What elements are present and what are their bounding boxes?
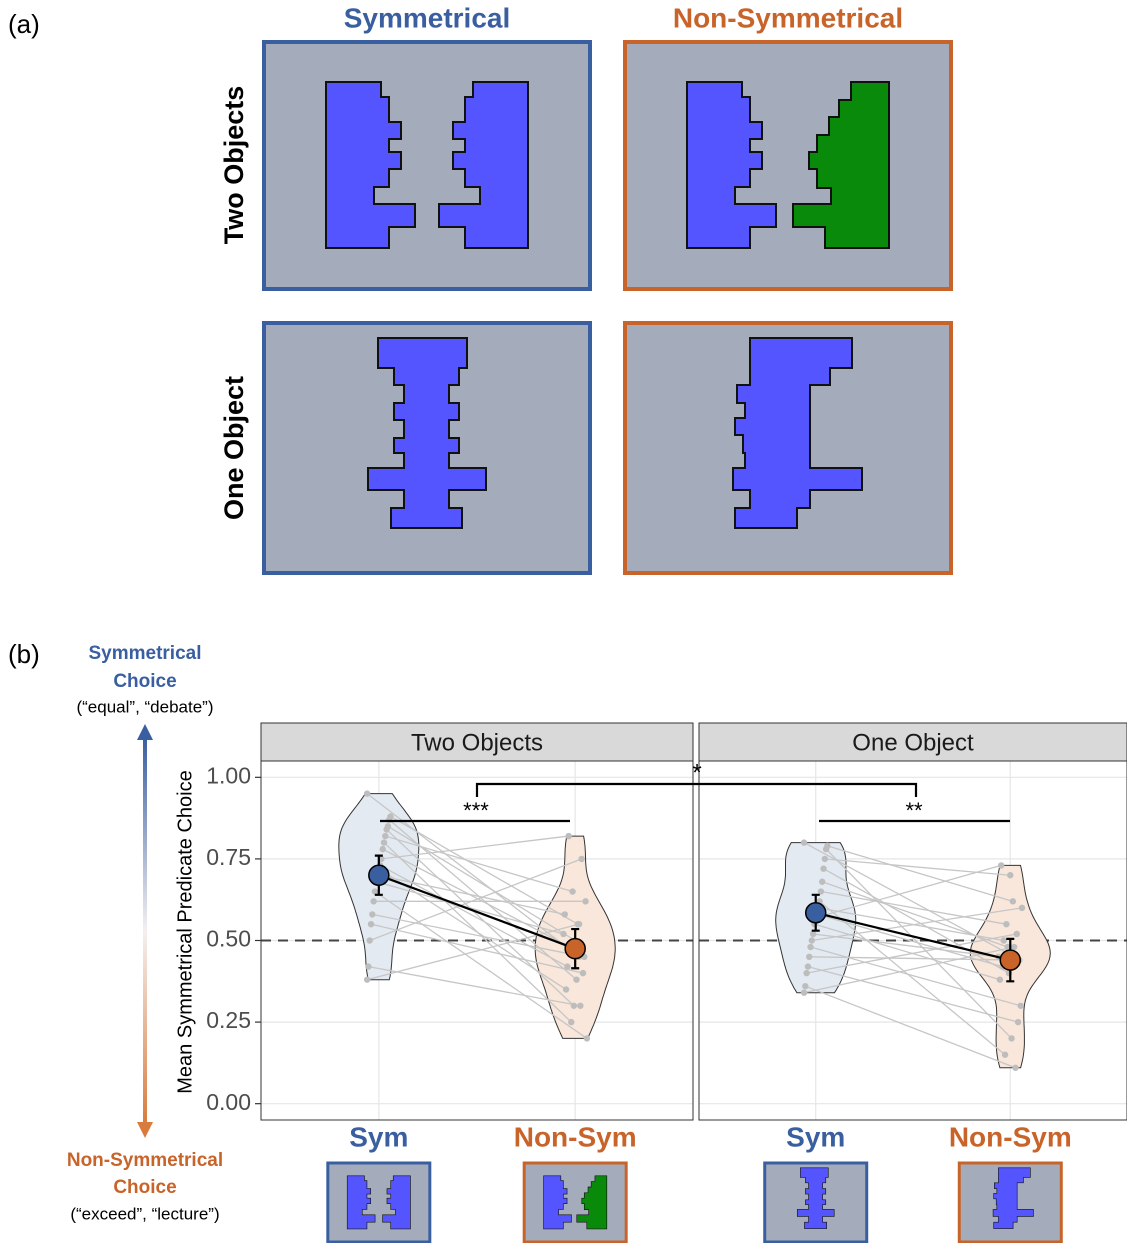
participant-point — [998, 862, 1004, 868]
participant-point — [1001, 937, 1007, 943]
guide-label: Non-Symmetrical — [67, 1150, 223, 1171]
participant-point — [563, 986, 569, 992]
mean-point — [1000, 950, 1020, 970]
significance-label: ** — [905, 798, 923, 823]
participant-point — [822, 856, 828, 862]
participant-point — [1019, 905, 1025, 911]
participant-point — [382, 833, 388, 839]
column-header: Symmetrical — [344, 2, 511, 33]
x-tick-label: Non-Sym — [949, 1121, 1072, 1152]
stimulus — [264, 323, 590, 573]
guide-arrow — [137, 724, 153, 1138]
participant-point — [1010, 898, 1016, 904]
mean-point — [806, 903, 826, 923]
participant-point — [578, 856, 584, 862]
participant-point — [582, 898, 588, 904]
participant-point — [565, 833, 571, 839]
plot: Two Objects Sym Non-Sym One Object Sym Non-Sy… — [206, 723, 1127, 1243]
stimulus — [264, 42, 590, 289]
participant-point — [364, 976, 370, 982]
guide-label: Choice — [113, 1177, 176, 1198]
participant-point — [370, 898, 376, 904]
participant-point — [820, 866, 826, 872]
stimulus — [625, 323, 951, 573]
x-tick-label: Sym — [349, 1121, 408, 1152]
row-header: One Object — [219, 376, 249, 520]
participant-point — [580, 970, 586, 976]
participant-point — [560, 931, 566, 937]
stimulus-thumbnail-image — [328, 1163, 430, 1242]
participant-point — [1011, 944, 1017, 950]
y-tick-label: 0.25 — [206, 1007, 251, 1033]
stimulus — [625, 42, 951, 289]
participant-point — [564, 963, 570, 969]
mean-point — [369, 865, 389, 885]
participant-point — [1012, 1065, 1018, 1071]
stimulus-thumbnail-image — [959, 1163, 1061, 1243]
significance-label: * — [692, 759, 701, 786]
participant-point — [569, 888, 575, 894]
x-tick-label: Sym — [786, 1121, 845, 1152]
participant-point — [801, 990, 807, 996]
participant-point — [805, 963, 811, 969]
participant-point — [1008, 1035, 1014, 1041]
participant-point — [823, 846, 829, 852]
participant-point — [819, 879, 825, 885]
participant-point — [807, 944, 813, 950]
y-tick-label: 0.75 — [206, 844, 251, 870]
participant-point — [1017, 1003, 1023, 1009]
y-tick-label: 1.00 — [206, 762, 251, 788]
stimulus-thumbnail — [765, 1163, 867, 1243]
guide-examples: (“exceed”, “lecture”) — [70, 1204, 219, 1223]
y-axis-title: Mean Symmetrical Predicate Choice — [174, 770, 196, 1093]
stimulus-thumbnail — [959, 1163, 1061, 1243]
guide-examples: (“equal”, “debate”) — [76, 697, 213, 716]
participant-point — [584, 1035, 590, 1041]
guide-label: Choice — [113, 671, 176, 692]
participant-point — [803, 970, 809, 976]
panel-label: (b) — [8, 639, 40, 669]
facet-title: One Object — [852, 729, 974, 756]
participant-point — [577, 1003, 583, 1009]
guide-label: Symmetrical — [88, 643, 201, 664]
participant-point — [369, 911, 375, 917]
participant-point — [562, 911, 568, 917]
participant-point — [568, 1019, 574, 1025]
participant-point — [381, 839, 387, 845]
stimulus-thumbnail-image — [524, 1163, 626, 1242]
significance-label: *** — [463, 798, 489, 823]
participant-point — [1014, 931, 1020, 937]
participant-point — [802, 983, 808, 989]
y-tick-label: 0.00 — [206, 1089, 251, 1115]
participant-point — [997, 976, 1003, 982]
participant-point — [571, 1003, 577, 1009]
participant-point — [806, 954, 812, 960]
panel-label: (a) — [8, 9, 40, 39]
participant-point — [809, 937, 815, 943]
column-header: Non-Symmetrical — [673, 2, 903, 33]
figure: (a) Symmetrical Non-Symmetrical Two Obje… — [0, 0, 1127, 1243]
participant-point — [1002, 1052, 1008, 1058]
participant-point — [573, 976, 579, 982]
participant-point — [1007, 872, 1013, 878]
participant-point — [365, 963, 371, 969]
participant-point — [367, 937, 373, 943]
stimulus-thumbnail-image — [765, 1163, 867, 1243]
row-header: Two Objects — [219, 86, 249, 245]
participant-point — [576, 921, 582, 927]
participant-point — [380, 846, 386, 852]
participant-point — [364, 790, 370, 796]
y-tick-label: 0.50 — [206, 926, 251, 952]
stimulus-thumbnail — [524, 1163, 626, 1242]
facet-title: Two Objects — [411, 729, 543, 756]
participant-point — [383, 826, 389, 832]
mean-point — [565, 939, 585, 959]
stimulus-thumbnail — [328, 1163, 430, 1242]
participant-point — [368, 921, 374, 927]
participant-point — [801, 839, 807, 845]
participant-point — [1015, 1019, 1021, 1025]
participant-point — [1003, 921, 1009, 927]
x-tick-label: Non-Sym — [514, 1121, 637, 1152]
